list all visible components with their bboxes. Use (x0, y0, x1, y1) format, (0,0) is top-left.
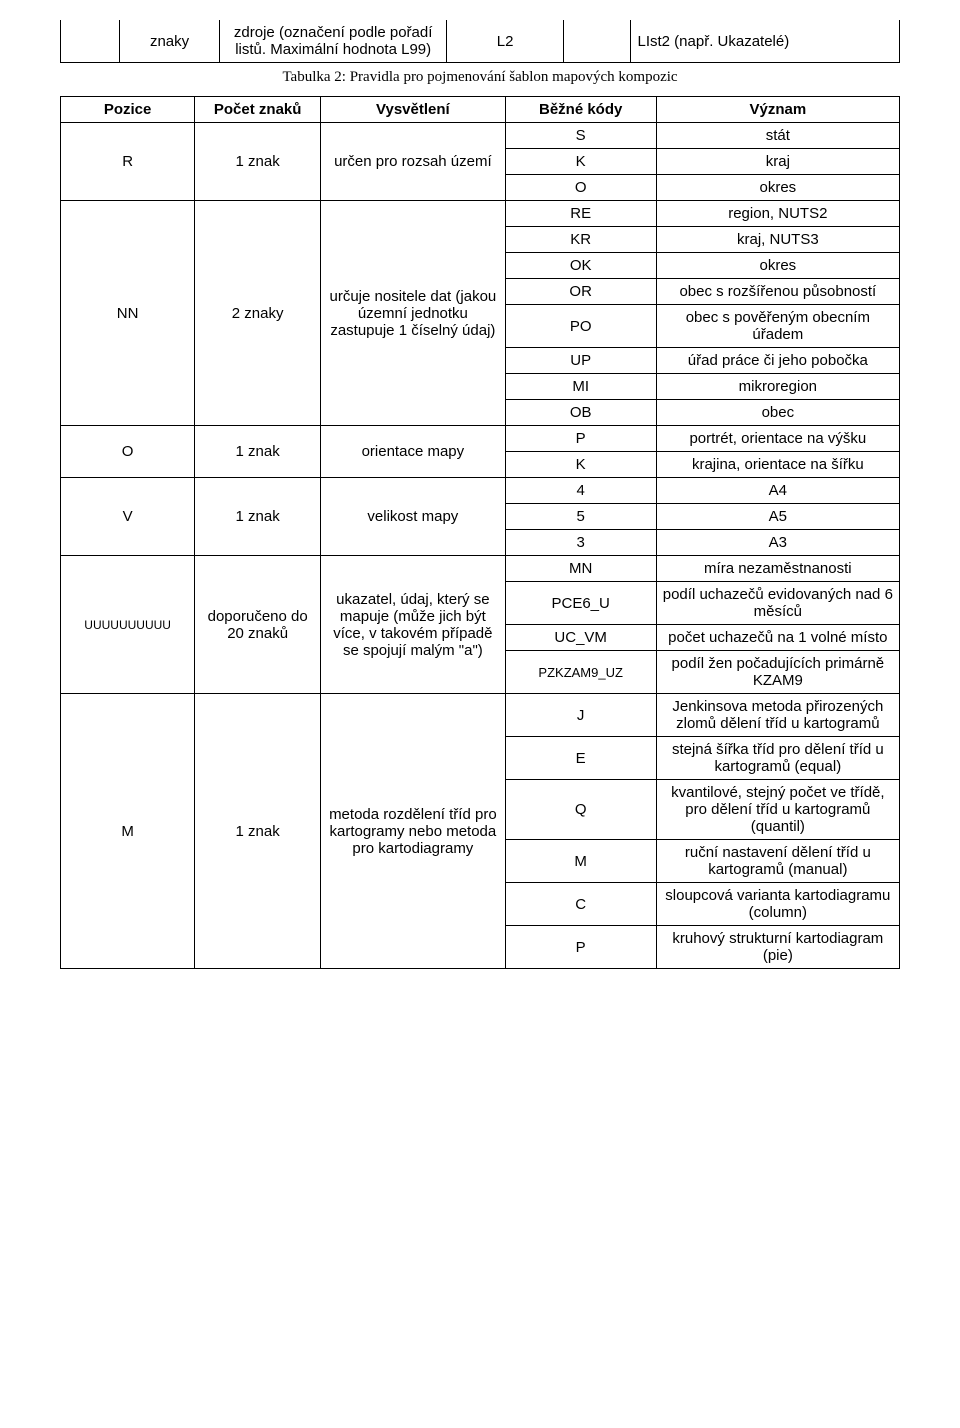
top-blank-0 (61, 20, 120, 63)
cell-m-k0: J (505, 694, 656, 737)
cell-v-pozice: V (61, 478, 195, 556)
cell-m-pocet: 1 znak (195, 694, 321, 969)
cell-nn-pocet: 2 znaky (195, 201, 321, 426)
cell-v-k0: 4 (505, 478, 656, 504)
table-caption: Tabulka 2: Pravidla pro pojmenování šabl… (60, 69, 900, 86)
cell-nn-v2: okres (656, 253, 899, 279)
cell-o-k0: P (505, 426, 656, 452)
cell-nn-v0: region, NUTS2 (656, 201, 899, 227)
cell-nn-v1: kraj, NUTS3 (656, 227, 899, 253)
table-row: NN 2 znaky určuje nositele dat (jakou úz… (61, 201, 900, 227)
table-row: O 1 znak orientace mapy P portrét, orien… (61, 426, 900, 452)
cell-nn-v4: obec s pověřeným obecním úřadem (656, 305, 899, 348)
cell-nn-pozice: NN (61, 201, 195, 426)
cell-r-pozice: R (61, 123, 195, 201)
cell-nn-k7: OB (505, 400, 656, 426)
cell-o-pocet: 1 znak (195, 426, 321, 478)
cell-r-pocet: 1 znak (195, 123, 321, 201)
cell-nn-k0: RE (505, 201, 656, 227)
cell-m-pozice: M (61, 694, 195, 969)
cell-m-v2: kvantilové, stejný počet ve třídě, pro d… (656, 780, 899, 840)
table-top-fragment: znaky zdroje (označení podle pořadí list… (60, 20, 900, 63)
cell-nn-k4: PO (505, 305, 656, 348)
cell-nn-v3: obec s rozšířenou působností (656, 279, 899, 305)
cell-v-pocet: 1 znak (195, 478, 321, 556)
cell-nn-k6: MI (505, 374, 656, 400)
table-row: R 1 znak určen pro rozsah území S stát (61, 123, 900, 149)
cell-nn-v5: úřad práce či jeho pobočka (656, 348, 899, 374)
cell-nn-v7: obec (656, 400, 899, 426)
cell-u-k2: UC_VM (505, 625, 656, 651)
table-header-row: Pozice Počet znaků Vysvětlení Běžné kódy… (61, 97, 900, 123)
cell-nn-k2: OK (505, 253, 656, 279)
top-list2: LIst2 (např. Ukazatelé) (631, 20, 900, 63)
cell-m-k2: Q (505, 780, 656, 840)
cell-m-v5: kruhový strukturní kartodiagram (pie) (656, 926, 899, 969)
cell-m-v4: sloupcová varianta kartodiagramu (column… (656, 883, 899, 926)
cell-o-k1: K (505, 452, 656, 478)
cell-u-k3: PZKZAM9_UZ (505, 651, 656, 694)
cell-u-k0: MN (505, 556, 656, 582)
cell-v-k2: 3 (505, 530, 656, 556)
cell-o-vysvet: orientace mapy (321, 426, 506, 478)
cell-r-v1: kraj (656, 149, 899, 175)
cell-v-vysvet: velikost mapy (321, 478, 506, 556)
cell-v-k1: 5 (505, 504, 656, 530)
cell-m-k3: M (505, 840, 656, 883)
top-zdroje: zdroje (označení podle pořadí listů. Max… (220, 20, 447, 63)
cell-o-v1: krajina, orientace na šířku (656, 452, 899, 478)
top-znaky: znaky (119, 20, 220, 63)
hdr-pozice: Pozice (61, 97, 195, 123)
cell-r-v2: okres (656, 175, 899, 201)
hdr-vyznam: Význam (656, 97, 899, 123)
cell-r-k0: S (505, 123, 656, 149)
cell-o-v0: portrét, orientace na výšku (656, 426, 899, 452)
cell-u-k1: PCE6_U (505, 582, 656, 625)
hdr-kody: Běžné kódy (505, 97, 656, 123)
cell-r-v0: stát (656, 123, 899, 149)
cell-u-pozice: UUUUUUUUUU (61, 556, 195, 694)
cell-m-v3: ruční nastavení dělení tříd u kartogramů… (656, 840, 899, 883)
cell-nn-k1: KR (505, 227, 656, 253)
cell-nn-k5: UP (505, 348, 656, 374)
top-l2: L2 (446, 20, 563, 63)
cell-o-pozice: O (61, 426, 195, 478)
cell-u-v1: podíl uchazečů evidovaných nad 6 měsíců (656, 582, 899, 625)
hdr-pocet: Počet znaků (195, 97, 321, 123)
cell-m-k1: E (505, 737, 656, 780)
cell-r-vysvet: určen pro rozsah území (321, 123, 506, 201)
hdr-vysvet: Vysvětlení (321, 97, 506, 123)
cell-v-v0: A4 (656, 478, 899, 504)
table-row: V 1 znak velikost mapy 4 A4 (61, 478, 900, 504)
top-blank-1 (564, 20, 631, 63)
table-main: Pozice Počet znaků Vysvětlení Běžné kódy… (60, 96, 900, 969)
cell-u-v2: počet uchazečů na 1 volné místo (656, 625, 899, 651)
cell-u-pocet: doporučeno do 20 znaků (195, 556, 321, 694)
cell-m-k5: P (505, 926, 656, 969)
cell-u-v3: podíl žen počadujících primárně KZAM9 (656, 651, 899, 694)
cell-r-k2: O (505, 175, 656, 201)
cell-r-k1: K (505, 149, 656, 175)
cell-v-v1: A5 (656, 504, 899, 530)
table-row: UUUUUUUUUU doporučeno do 20 znaků ukazat… (61, 556, 900, 582)
cell-m-v0: Jenkinsova metoda přirozených zlomů děle… (656, 694, 899, 737)
cell-m-v1: stejná šířka tříd pro dělení tříd u kart… (656, 737, 899, 780)
table-row: M 1 znak metoda rozdělení tříd pro karto… (61, 694, 900, 737)
cell-m-vysvet: metoda rozdělení tříd pro kartogramy neb… (321, 694, 506, 969)
cell-nn-k3: OR (505, 279, 656, 305)
cell-u-vysvet: ukazatel, údaj, který se mapuje (může ji… (321, 556, 506, 694)
cell-u-v0: míra nezaměstnanosti (656, 556, 899, 582)
cell-nn-vysvet: určuje nositele dat (jakou územní jednot… (321, 201, 506, 426)
cell-v-v2: A3 (656, 530, 899, 556)
cell-m-k4: C (505, 883, 656, 926)
cell-nn-v6: mikroregion (656, 374, 899, 400)
